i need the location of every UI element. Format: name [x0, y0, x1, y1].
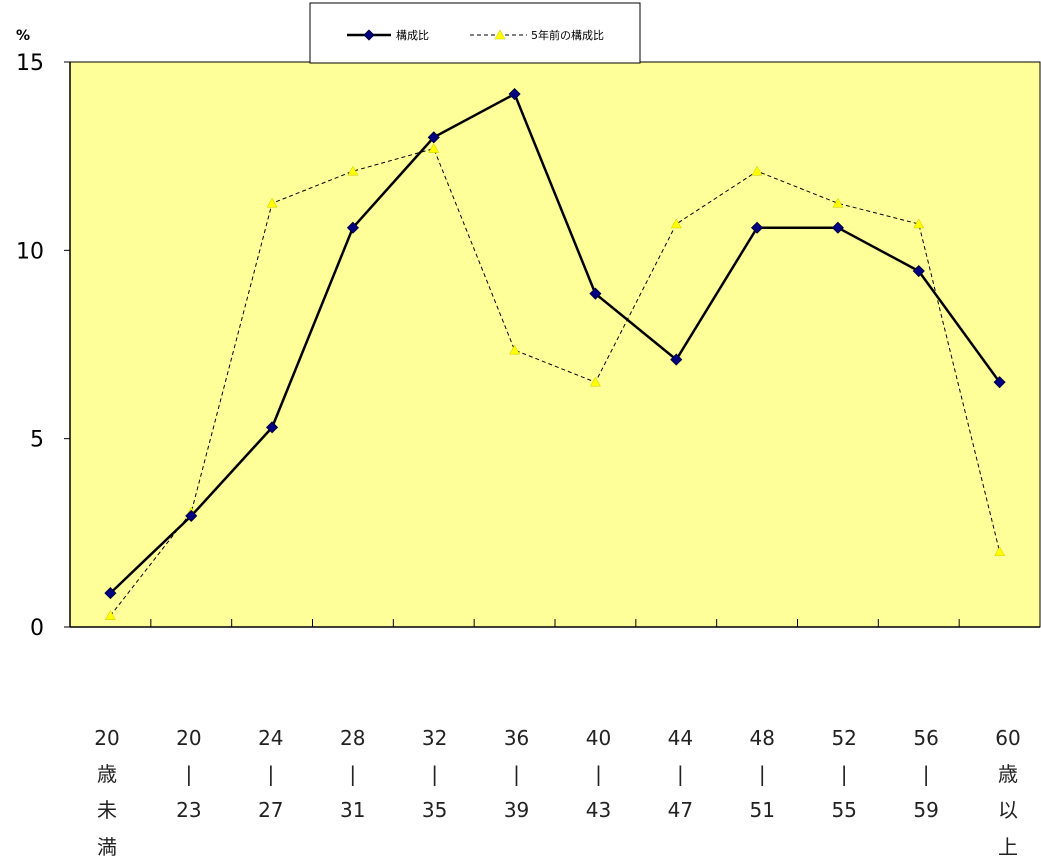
category-label-line: 31: [340, 798, 365, 822]
category-label: 48 | 51: [750, 726, 775, 822]
category-label: 52 | 55: [831, 726, 856, 822]
category-label-line: |: [841, 762, 848, 786]
category-label-line: 59: [913, 798, 938, 822]
category-label: 56 | 59: [913, 726, 938, 822]
category-label-line: 40: [586, 726, 611, 750]
y-tick-label: 15: [16, 51, 44, 76]
category-label-line: |: [349, 762, 356, 786]
category-label: 20 | 23: [176, 726, 201, 822]
category-label-line: 20: [94, 726, 119, 750]
category-label-line: 51: [750, 798, 775, 822]
category-label-line: 60: [995, 726, 1020, 750]
category-label-line: 28: [340, 726, 365, 750]
category-label-line: 23: [176, 798, 201, 822]
category-label-line: 55: [831, 798, 856, 822]
category-label-line: 56: [913, 726, 938, 750]
category-label-line: |: [186, 762, 193, 786]
category-label-line: 満: [97, 835, 117, 858]
category-label-line: 48: [750, 726, 775, 750]
category-label-line: 35: [422, 798, 447, 822]
category-label-line: 27: [258, 798, 283, 822]
category-label: 44 | 47: [668, 726, 693, 822]
category-label-line: |: [431, 762, 438, 786]
y-tick-label: 10: [16, 239, 44, 264]
legend-label-current: 構成比: [396, 29, 429, 42]
legend-label-previous: 5年前の構成比: [531, 28, 604, 42]
y-tick-labels: 0 5 10 15: [16, 51, 70, 641]
y-tick-label: 5: [30, 428, 44, 453]
category-label-line: 32: [422, 726, 447, 750]
category-label-line: 歳: [998, 762, 1018, 786]
legend: 構成比 5年前の構成比: [310, 3, 640, 63]
category-label-line: |: [759, 762, 766, 786]
category-label-line: 上: [998, 835, 1018, 858]
category-label-line: 39: [504, 798, 529, 822]
category-label-line: 未: [97, 798, 117, 822]
category-label: 40 | 43: [586, 726, 611, 822]
category-label-line: 52: [831, 726, 856, 750]
category-label-line: 歳: [97, 762, 117, 786]
category-label-line: 36: [504, 726, 529, 750]
category-label-line: 44: [668, 726, 693, 750]
category-label-line: |: [595, 762, 602, 786]
plot-area: [70, 62, 1040, 627]
category-label: 24 | 27: [258, 726, 283, 822]
category-label: 60 歳以上: [995, 726, 1020, 858]
category-label-line: 47: [668, 798, 693, 822]
category-label: 32 | 35: [422, 726, 447, 822]
category-label-line: |: [267, 762, 274, 786]
y-axis-unit-label: %: [16, 28, 30, 44]
category-label: 36 | 39: [504, 726, 529, 822]
category-label-line: |: [513, 762, 520, 786]
category-label-line: 以: [998, 798, 1018, 822]
category-label-line: 43: [586, 798, 611, 822]
y-tick-label: 0: [30, 616, 44, 641]
category-label: 28 | 31: [340, 726, 365, 822]
category-label-line: |: [677, 762, 684, 786]
category-label-line: |: [923, 762, 930, 786]
category-label-line: 20: [176, 726, 201, 750]
category-label: 20 歳未満: [94, 726, 119, 858]
category-labels: 20歳未満20|2324|2728|3132|3536|3940|4344|47…: [94, 726, 1020, 858]
category-label-line: 24: [258, 726, 283, 750]
